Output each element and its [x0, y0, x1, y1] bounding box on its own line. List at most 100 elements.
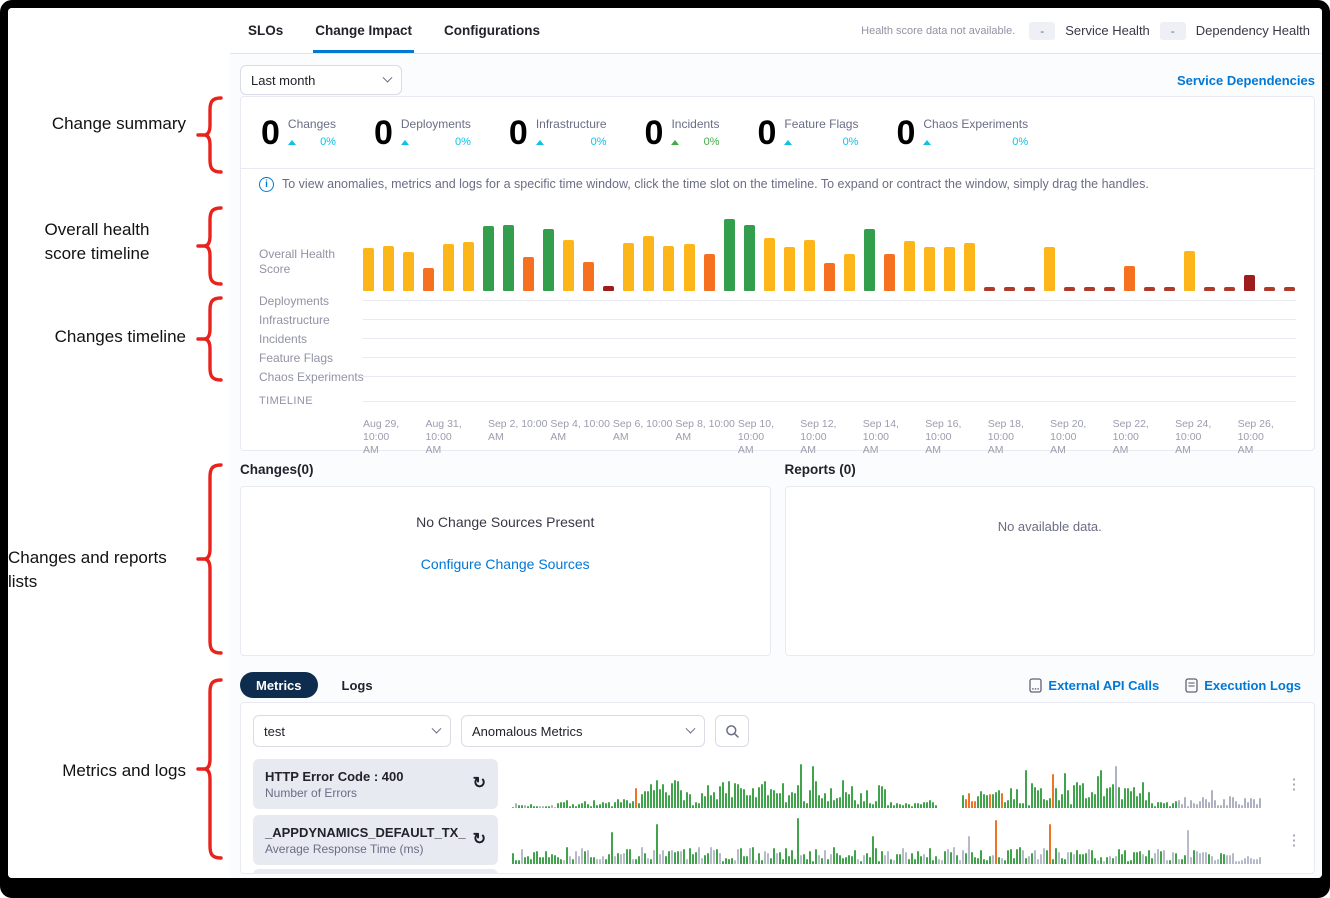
health-score-bar[interactable] — [1284, 287, 1296, 291]
health-score-bar[interactable] — [1004, 287, 1015, 291]
health-score-bar[interactable] — [1164, 287, 1176, 291]
health-score-bar[interactable] — [423, 268, 435, 291]
sparkline-bar — [977, 858, 979, 864]
health-score-bar[interactable] — [1144, 287, 1156, 291]
health-score-bar[interactable] — [1224, 287, 1236, 291]
refresh-icon[interactable]: ↻ — [472, 831, 486, 848]
health-score-bar[interactable] — [583, 262, 595, 291]
sparkline-bar — [1091, 792, 1093, 808]
metric-filter-select[interactable]: Anomalous Metrics — [461, 715, 705, 747]
sparkline-bar — [1043, 799, 1045, 808]
health-score-bar[interactable] — [403, 252, 415, 291]
health-score-bar[interactable] — [923, 247, 935, 291]
metric-sparkline[interactable] — [512, 816, 1276, 864]
sparkline-bar — [605, 803, 607, 808]
sparkline-bar — [1055, 788, 1057, 808]
health-score-bar[interactable] — [763, 238, 775, 291]
sparkline-bar — [917, 803, 919, 808]
health-score-bar[interactable] — [743, 225, 755, 291]
health-score-bar[interactable] — [1024, 287, 1036, 291]
sparkline-bar — [701, 858, 703, 864]
sparkline-bar — [1118, 787, 1120, 808]
timeline-row: TIMELINE — [241, 386, 1314, 416]
health-score-bar[interactable] — [843, 254, 855, 291]
sparkline-bar — [746, 795, 748, 808]
health-score-bars[interactable] — [363, 213, 1296, 291]
sparkline-bar — [731, 858, 733, 864]
health-score-bar[interactable] — [1184, 251, 1196, 291]
configure-change-sources-link[interactable]: Configure Change Sources — [420, 556, 590, 572]
tab-logs[interactable]: Logs — [326, 672, 389, 698]
health-score-bar[interactable] — [1124, 266, 1136, 291]
health-score-bar[interactable] — [603, 286, 615, 291]
health-score-bar[interactable] — [983, 287, 995, 291]
metric-options-menu[interactable]: ⋮ — [1286, 776, 1302, 793]
health-score-bar[interactable] — [1104, 287, 1116, 291]
refresh-icon[interactable]: ↻ — [472, 775, 486, 792]
health-score-bar[interactable] — [563, 240, 575, 291]
health-score-bar[interactable] — [543, 229, 555, 291]
sparkline-bar — [623, 799, 625, 808]
sparkline-bar — [677, 851, 679, 864]
sparkline-bar — [545, 851, 547, 864]
reports-column: Reports (0) No available data. — [784, 462, 1315, 656]
health-score-bar[interactable] — [943, 247, 955, 291]
sparkline-bar — [899, 804, 901, 808]
search-button[interactable] — [715, 715, 749, 747]
execution-logs-link[interactable]: Execution Logs — [1185, 678, 1301, 693]
tab-slos[interactable]: SLOs — [246, 8, 285, 53]
sparkline-bar — [1085, 853, 1087, 864]
tab-metrics[interactable]: Metrics — [240, 672, 318, 698]
metric-label-text: _APPDYNAMICS_DEFAULT_TX_ Average Response… — [265, 825, 466, 856]
health-score-bar[interactable] — [503, 225, 515, 291]
tab-change-impact[interactable]: Change Impact — [313, 8, 415, 53]
service-select[interactable]: test — [253, 715, 451, 747]
sparkline-bar — [1148, 850, 1150, 864]
sparkline-bar — [515, 860, 517, 864]
health-score-bar[interactable] — [1244, 275, 1256, 291]
sparkline-bar — [926, 857, 928, 864]
health-score-bar[interactable] — [723, 219, 735, 291]
health-score-bar[interactable] — [383, 246, 395, 291]
time-range-select[interactable]: Last month — [240, 65, 402, 95]
health-score-bar[interactable] — [643, 236, 655, 291]
sparkline-bar — [773, 848, 775, 864]
health-score-bar[interactable] — [483, 226, 495, 291]
sparkline-bar — [989, 794, 991, 808]
health-score-bar[interactable] — [523, 257, 535, 291]
health-score-bar[interactable] — [683, 244, 695, 291]
health-score-bar[interactable] — [823, 263, 835, 291]
service-dependencies-link[interactable]: Service Dependencies — [1176, 72, 1315, 88]
metrics-controls: test Anomalous Metrics — [253, 715, 1302, 747]
health-score-bar[interactable] — [363, 248, 374, 291]
health-score-bar[interactable] — [463, 242, 475, 291]
health-score-bar[interactable] — [1044, 247, 1056, 291]
health-score-bar[interactable] — [703, 254, 715, 291]
health-score-bar[interactable] — [1264, 287, 1276, 291]
external-api-calls-link[interactable]: External API Calls — [1029, 678, 1159, 693]
info-note: i To view anomalies, metrics and logs fo… — [241, 169, 1314, 199]
health-score-bar[interactable] — [883, 254, 895, 291]
sparkline-bar — [638, 803, 640, 808]
health-score-bar[interactable] — [663, 246, 675, 291]
metric-options-menu[interactable]: ⋮ — [1286, 832, 1302, 849]
health-score-bar[interactable] — [783, 247, 795, 291]
sparkline-bar — [824, 793, 826, 808]
sparkline-bar — [1154, 853, 1156, 864]
sparkline-bar — [632, 859, 634, 864]
sparkline-bar — [830, 788, 832, 808]
sparkline-bar — [1184, 797, 1186, 808]
metric-sparkline[interactable] — [512, 760, 1276, 808]
health-score-bar[interactable] — [1084, 287, 1096, 291]
health-score-bar[interactable] — [1204, 287, 1216, 291]
health-score-bar[interactable] — [443, 244, 455, 291]
health-score-bar[interactable] — [1064, 287, 1076, 291]
health-score-bar[interactable] — [863, 229, 875, 291]
tab-configurations[interactable]: Configurations — [442, 8, 542, 53]
health-score-bar[interactable] — [803, 240, 815, 291]
metrics-card: test Anomalous Metrics HTTP Error Code :… — [240, 702, 1315, 874]
health-score-bar[interactable] — [963, 243, 975, 291]
health-score-bar[interactable] — [623, 243, 635, 291]
health-score-bar[interactable] — [903, 241, 915, 291]
sparkline-bar — [974, 857, 976, 864]
